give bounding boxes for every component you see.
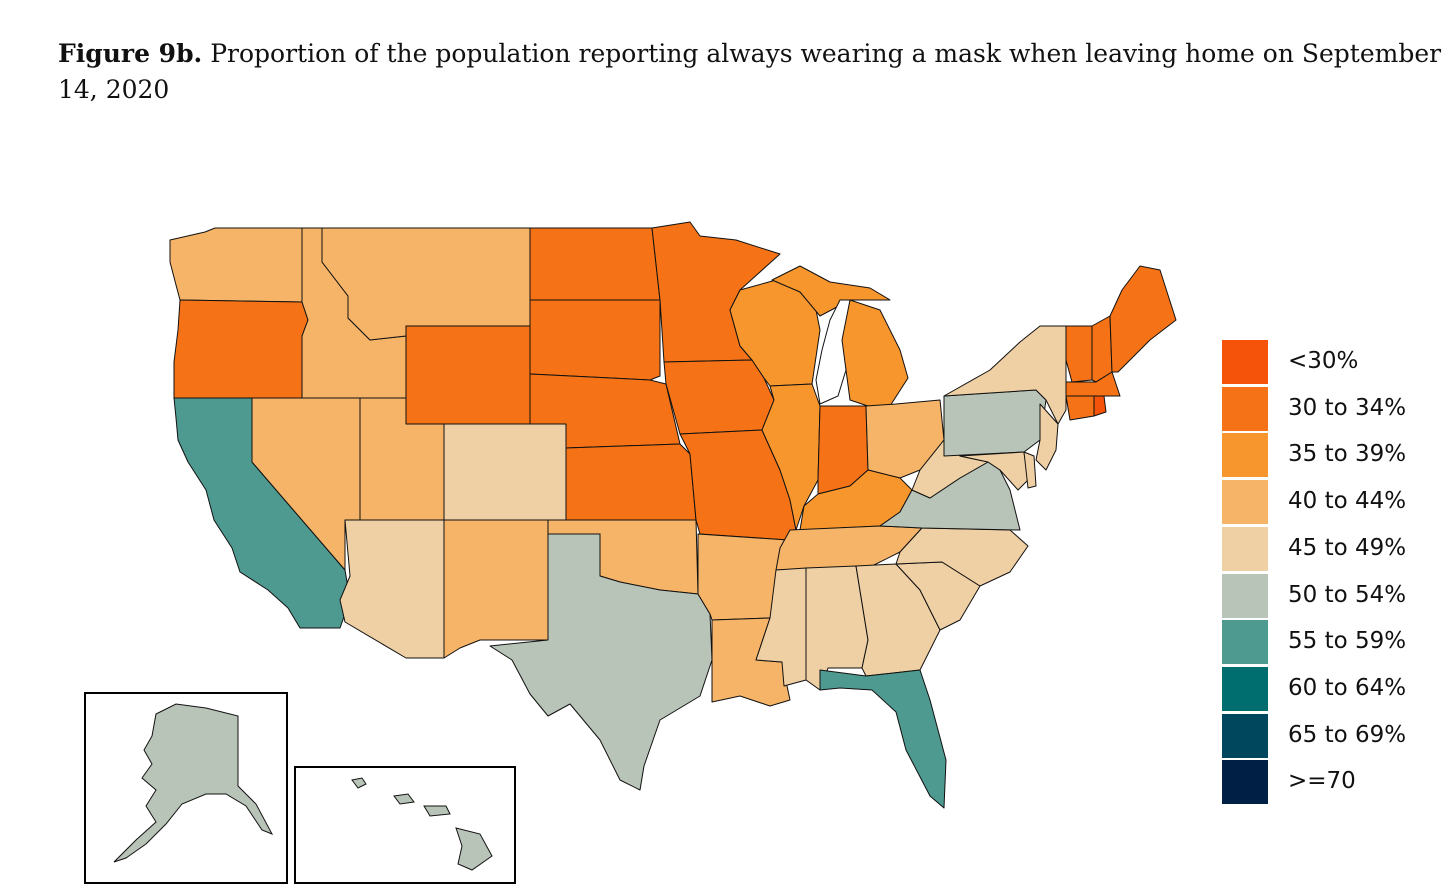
legend-swatch	[1222, 713, 1268, 758]
legend-swatch	[1222, 386, 1268, 431]
state-MI-UP	[771, 265, 891, 317]
state-VT	[1065, 325, 1093, 383]
state-WA	[169, 227, 303, 303]
legend-label: 40 to 44%	[1288, 488, 1407, 515]
legend-swatch	[1222, 340, 1268, 384]
legend-item: 50 to 54%	[1222, 573, 1422, 618]
state-FL	[819, 669, 947, 809]
state-PA	[943, 389, 1047, 457]
state-CO	[443, 423, 567, 521]
legend-swatch	[1222, 760, 1268, 805]
legend-swatch	[1222, 666, 1268, 711]
state-AK	[113, 703, 274, 863]
state-NY	[943, 325, 1067, 425]
legend-swatch	[1222, 620, 1268, 665]
legend-swatch	[1222, 480, 1268, 525]
state-ME	[1109, 265, 1177, 373]
legend-item: 55 to 59%	[1222, 620, 1422, 665]
hawaii-svg	[351, 777, 493, 871]
state-AZ	[339, 519, 445, 659]
state-MT	[321, 227, 531, 341]
state-NJ	[1035, 403, 1059, 471]
inset-hawaii	[294, 766, 516, 884]
state-SD	[529, 299, 661, 381]
state-WY	[405, 325, 531, 425]
legend-label: 45 to 49%	[1288, 534, 1407, 561]
legend-item: <30%	[1222, 340, 1422, 384]
inset-alaska	[84, 692, 288, 884]
legend-label: >=70	[1288, 768, 1356, 795]
legend-label: 60 to 64%	[1288, 674, 1407, 701]
state-NM	[443, 519, 549, 659]
legend-swatch	[1222, 433, 1268, 478]
state-TX	[489, 533, 713, 791]
legend-item: 65 to 69%	[1222, 713, 1422, 758]
state-RI	[1093, 395, 1107, 417]
figure-text: Proportion of the population reporting a…	[58, 39, 1442, 104]
legend-label: 35 to 39%	[1288, 441, 1407, 468]
state-NH	[1091, 315, 1113, 383]
legend-item: 30 to 34%	[1222, 386, 1422, 431]
state-ND	[529, 227, 661, 301]
state-CT	[1065, 395, 1095, 421]
state-HI-maui	[423, 805, 451, 817]
state-OR	[173, 299, 309, 399]
state-IA	[663, 359, 775, 435]
state-KS	[565, 443, 697, 521]
lake-michigan	[815, 299, 851, 405]
state-DE	[1023, 451, 1037, 489]
alaska-svg	[113, 703, 274, 863]
legend-item: 60 to 64%	[1222, 666, 1422, 711]
legend-swatch	[1222, 526, 1268, 571]
legend-label: 30 to 34%	[1288, 394, 1407, 421]
figure-caption: Figure 9b. Proportion of the population …	[58, 36, 1448, 108]
legend-label: <30%	[1288, 348, 1359, 374]
legend-item: >=70	[1222, 760, 1422, 805]
legend-label: 50 to 54%	[1288, 581, 1407, 608]
state-HI-big	[455, 827, 493, 871]
state-HI-kauai	[351, 777, 367, 789]
legend-label: 65 to 69%	[1288, 721, 1407, 748]
legend-item: 40 to 44%	[1222, 480, 1422, 525]
figure-label: Figure 9b.	[58, 39, 203, 68]
legend-item: 35 to 39%	[1222, 433, 1422, 478]
legend-label: 55 to 59%	[1288, 628, 1407, 655]
state-MI	[839, 299, 909, 407]
state-HI-oahu	[393, 793, 415, 805]
legend-swatch	[1222, 573, 1268, 618]
legend-item: 45 to 49%	[1222, 526, 1422, 571]
